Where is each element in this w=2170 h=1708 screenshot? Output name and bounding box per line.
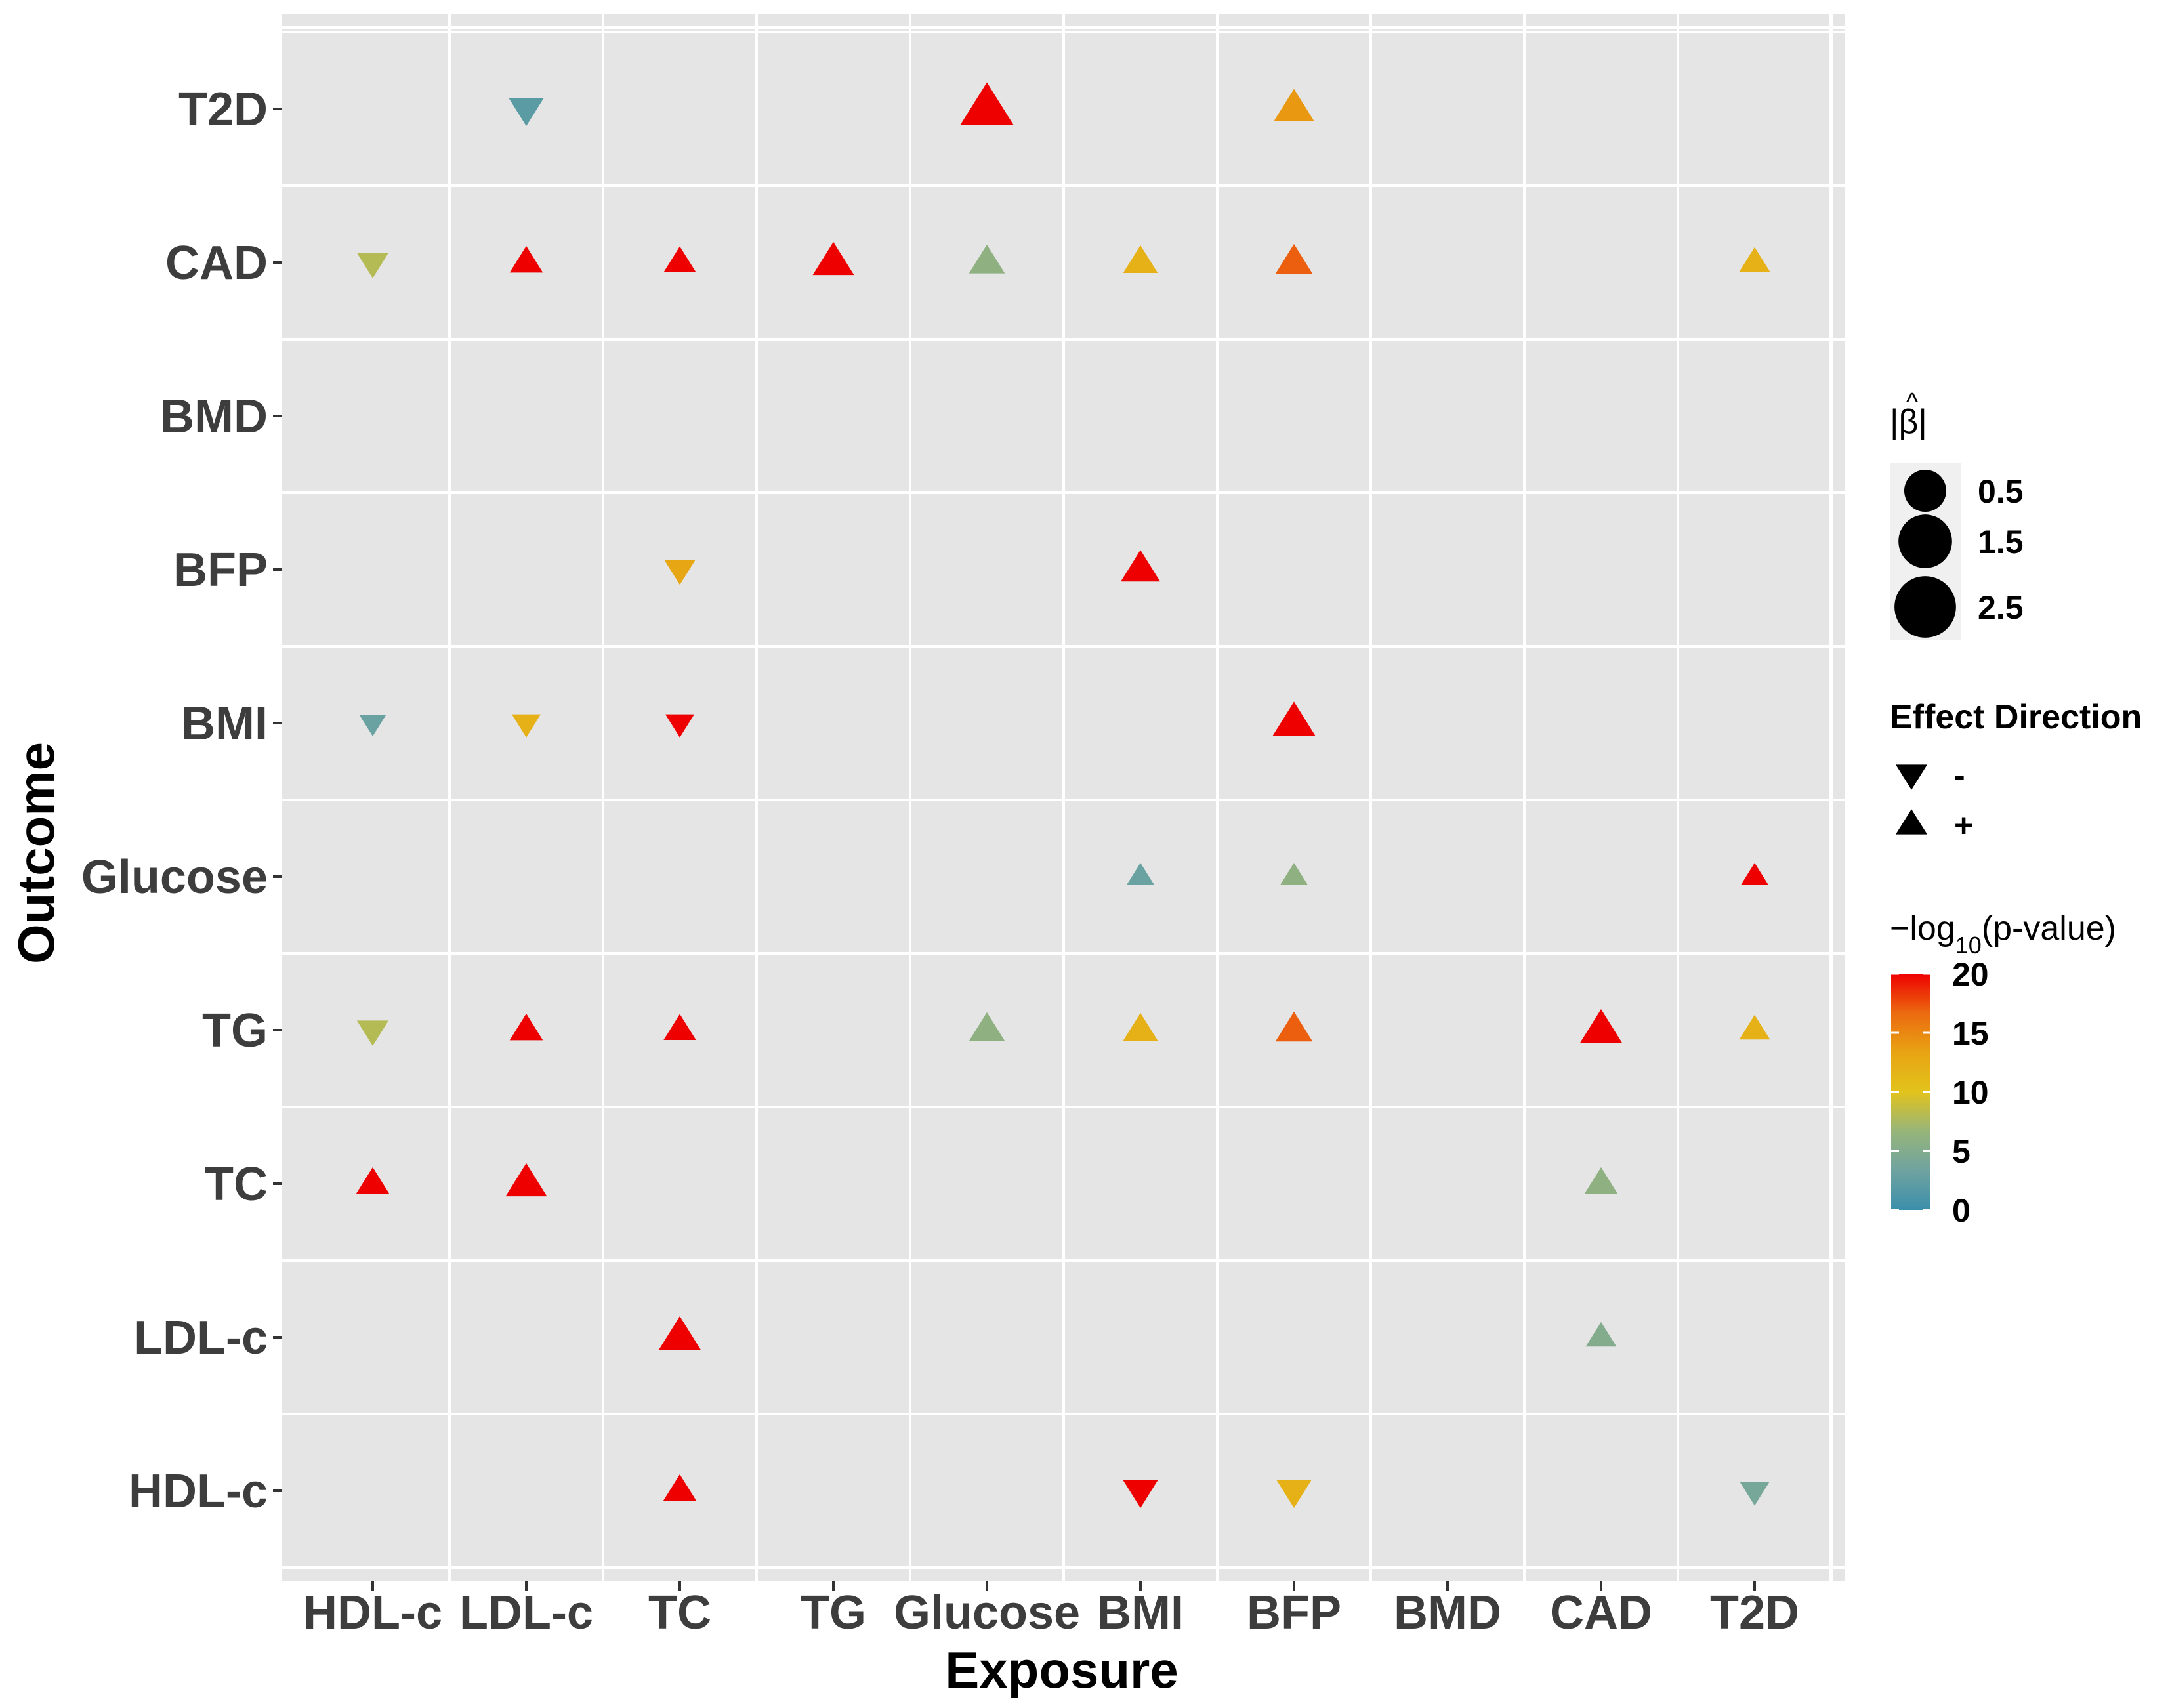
legend-direction: Effect Direction - + [1890,698,2142,844]
legend-color-tick-label: 15 [1952,1015,1989,1052]
y-tick-label: LDL-c [134,1312,268,1364]
legend-size-label: 0.5 [1978,473,2024,510]
y-axis-title: Outcome [7,742,65,964]
legend-direction-symbol [1896,764,1927,790]
point-tc-on-hdl-c [663,1474,697,1501]
point-tc-on-ldl-c [658,1316,701,1350]
y-tick-label: BFP [173,544,268,596]
legend-size-title: |β| [1890,403,1927,441]
y-tick-label: T2D [178,83,268,136]
y-tick-label: BMI [181,698,268,750]
x-tick-label: BMD [1394,1587,1501,1639]
point-tc-on-cad [663,246,696,273]
point-bfp-on-hdl-c [1276,1480,1312,1509]
x-tick-label: TG [801,1587,866,1639]
point-ldl-c-on-bmi [512,714,541,738]
point-tc-on-bmi [665,714,694,738]
x-tick-label: BFP [1247,1587,1341,1639]
point-cad-on-tg [1579,1009,1623,1043]
point-ldl-c-on-tg [509,1013,543,1041]
point-cad-on-ldl-c [1585,1322,1617,1347]
legend-color-tick-label: 5 [1952,1133,1971,1170]
point-t2d-on-glucose [1740,863,1769,885]
grid-lines [282,14,1845,1581]
legend-color-tick-label: 0 [1952,1192,1971,1229]
x-tick-label: TC [648,1587,711,1639]
point-t2d-on-tg [1739,1014,1770,1040]
point-hdl-c-on-tg [356,1020,389,1046]
point-cad-on-tc [1584,1167,1618,1194]
legend-color-tick-label: 20 [1952,956,1989,993]
legend-color-tick-label: 10 [1952,1074,1989,1111]
legend-direction-title: Effect Direction [1890,698,2142,736]
x-tick-label: CAD [1550,1587,1652,1639]
y-tick-label: BMD [160,390,268,443]
point-bmi-on-hdl-c [1123,1480,1158,1509]
point-bfp-on-cad [1275,243,1313,274]
point-tc-on-bfp [664,560,696,585]
legend-color-title-sub: 10 [1955,932,1982,959]
data-points [356,82,1770,1509]
legend-size-label: 2.5 [1978,589,2024,626]
legend-size: |β| ^ 0.5 1.5 2.5 [1890,388,2024,640]
y-tick-label: TG [202,1005,268,1057]
x-tick-label: Glucose [894,1587,1080,1639]
legend-direction-symbol [1896,809,1927,835]
point-tg-on-cad [812,241,854,276]
point-bfp-on-tg [1275,1011,1313,1042]
point-ldl-c-on-cad [509,245,543,273]
legend-color-title-prefix: −log [1890,909,1955,948]
point-bfp-on-t2d [1274,89,1314,121]
x-tick-label: BMI [1097,1587,1184,1639]
point-ldl-c-on-t2d [509,98,544,127]
y-tick-label: CAD [165,237,268,289]
point-bmi-on-cad [1123,245,1158,274]
point-bfp-on-bmi [1272,701,1316,737]
x-tick-label: LDL-c [459,1587,593,1639]
point-hdl-c-on-bmi [359,715,386,737]
legend-size-title-hat: ^ [1906,388,1919,417]
point-bmi-on-bfp [1121,550,1160,582]
point-bmi-on-glucose [1126,863,1155,885]
point-ldl-c-on-tc [505,1163,547,1197]
point-bfp-on-glucose [1280,863,1308,885]
point-hdl-c-on-tc [356,1167,390,1194]
legend-color-title-suffix: (p-value) [1982,909,2116,948]
point-glucose-on-tg [969,1012,1005,1041]
x-axis-title: Exposure [945,1641,1178,1699]
y-tick-label: Glucose [81,851,268,904]
x-tick-label: T2D [1710,1587,1799,1639]
point-glucose-on-t2d [960,82,1014,125]
legend-size-symbol [1904,469,1947,512]
legend-size-label: 1.5 [1978,524,2024,560]
y-tick-label: TC [205,1158,268,1211]
point-bmi-on-tg [1123,1012,1158,1041]
point-glucose-on-cad [969,244,1005,274]
legend-size-symbol [1898,514,1952,568]
point-tc-on-tg [663,1014,696,1041]
x-axis: HDL-c LDL-c TC TG Glucose BMI BFP BMD CAD T2D [303,1581,1799,1639]
legend-direction-label: - [1954,757,1965,793]
y-tick-label: HDL-c [129,1465,268,1518]
y-axis: HDL-c LDL-c TC TG Glucose BMI BFP BMD CAD T2D [81,83,282,1518]
legend-direction-label: + [1954,807,1973,844]
legend-color-title: −log10(p-value) [1890,909,2116,959]
point-t2d-on-cad [1739,247,1770,272]
legend-size-symbol [1894,576,1956,638]
x-tick-label: HDL-c [303,1587,442,1639]
point-hdl-c-on-cad [356,253,389,278]
point-t2d-on-hdl-c [1740,1482,1770,1506]
